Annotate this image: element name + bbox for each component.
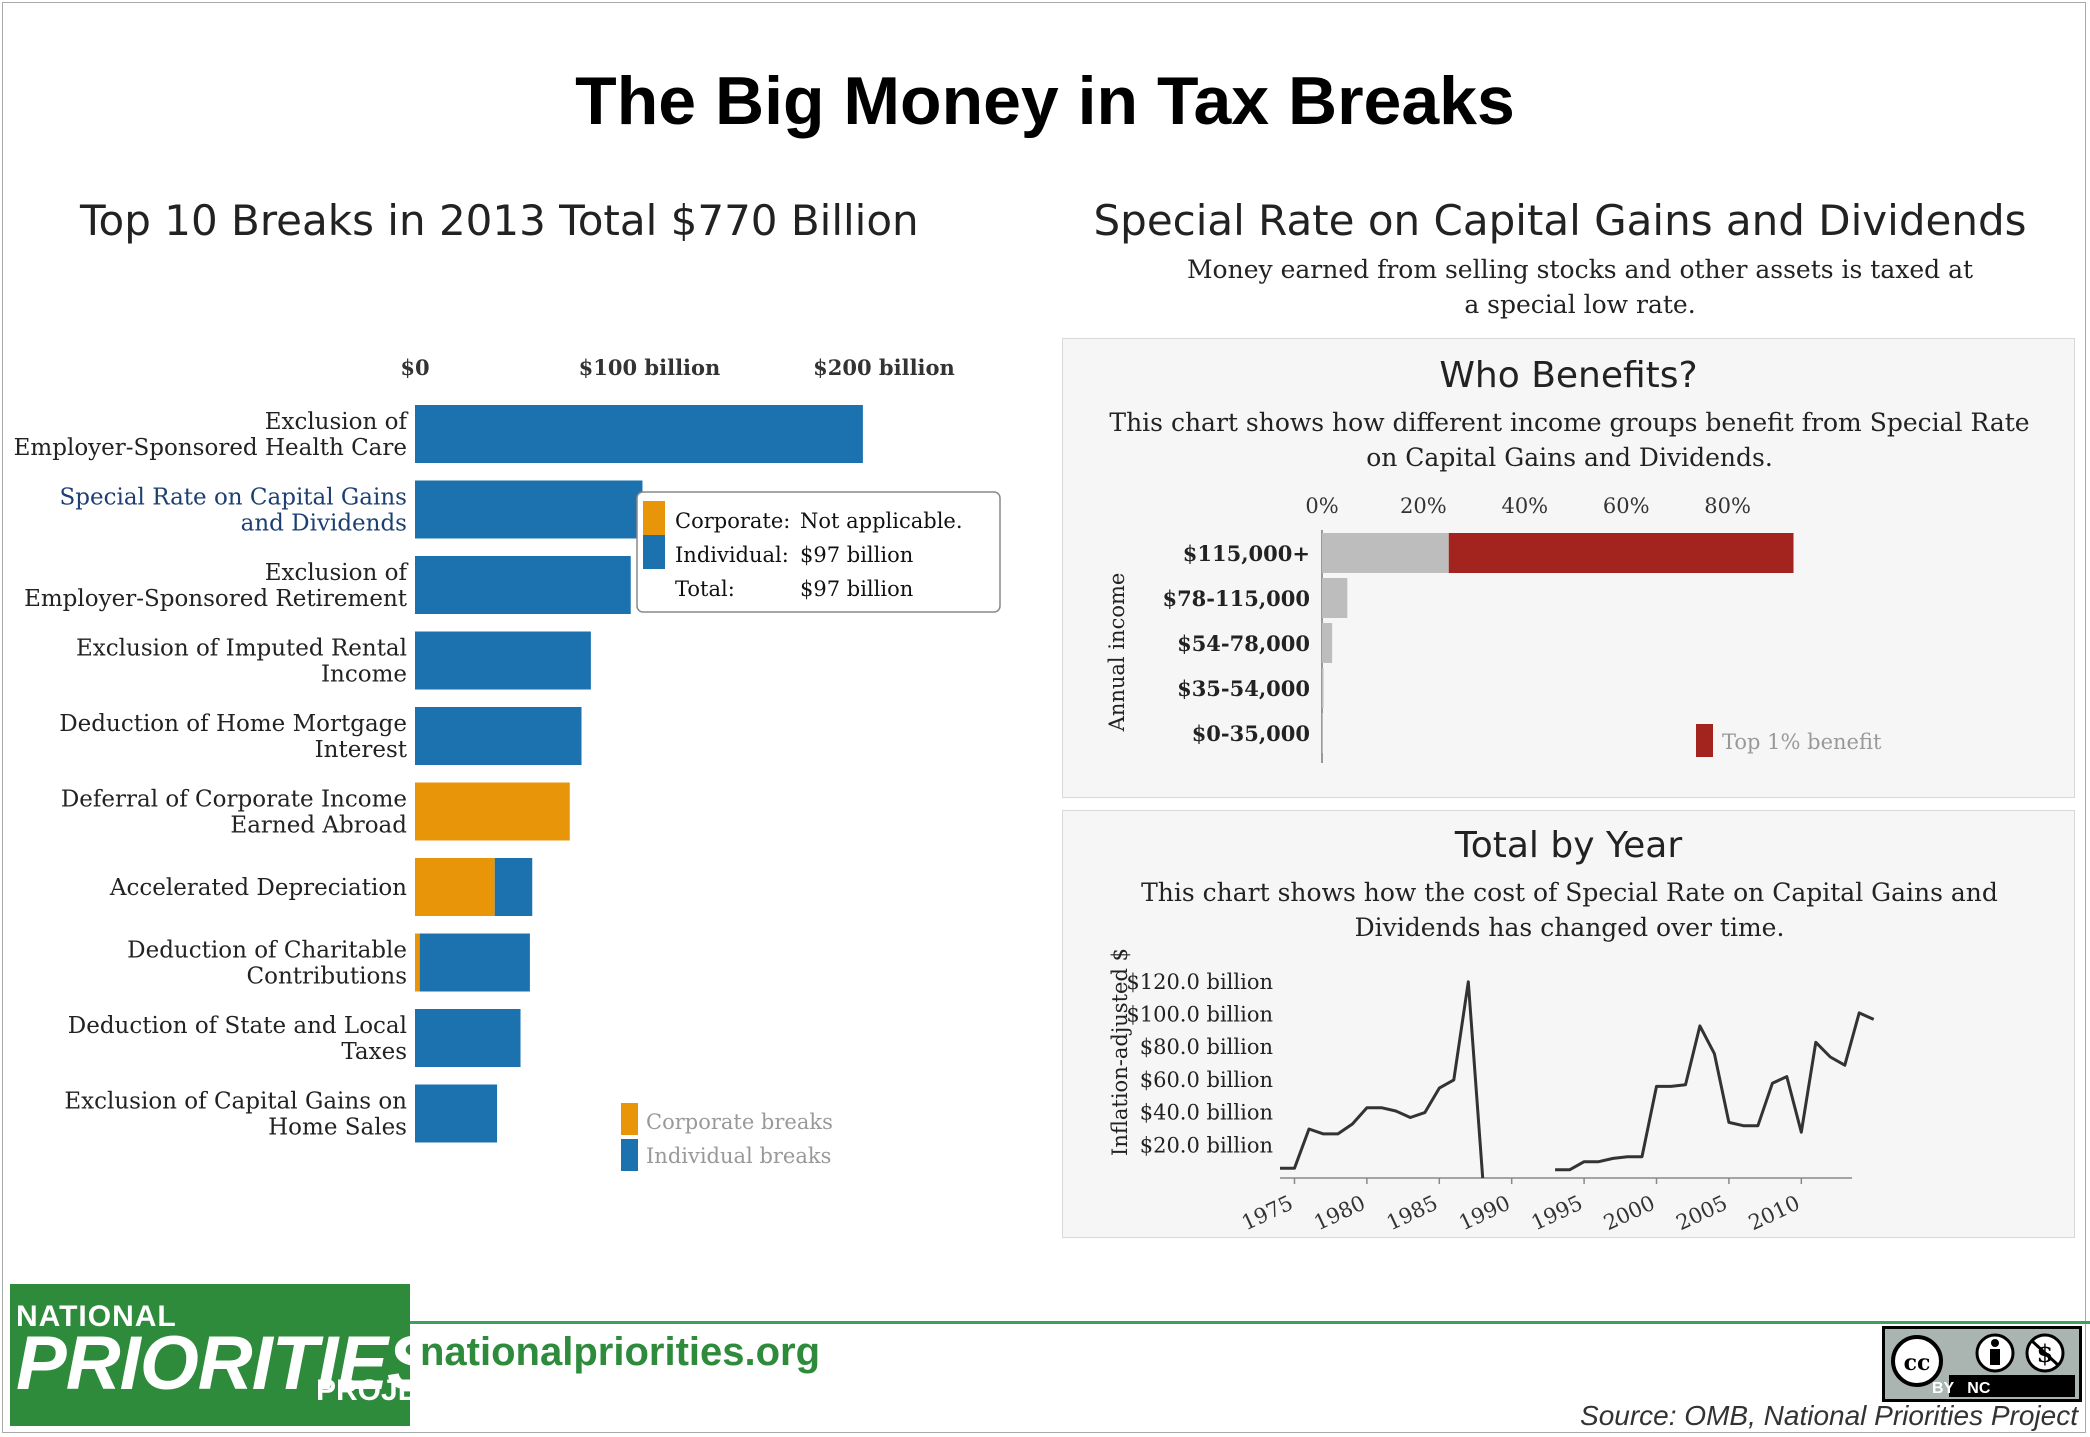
x-tick-label: $0 <box>400 355 429 380</box>
bar-individual <box>415 405 863 463</box>
bar-individual <box>415 556 631 614</box>
category-label: Accelerated Depreciation <box>109 875 407 901</box>
who-benefits-description: This chart shows how different income gr… <box>1109 408 2030 472</box>
category-label: Exclusion of <box>265 409 409 435</box>
legend-swatch-corporate <box>621 1103 638 1135</box>
total-by-year-panel: Total by Year This chart shows how the c… <box>1062 810 2075 1238</box>
category-label: Special Rate on Capital Gains <box>60 485 407 511</box>
legend-swatch-individual <box>621 1139 638 1171</box>
site-link[interactable]: nationalpriorities.org <box>420 1330 821 1374</box>
category-label: Taxes <box>341 1039 407 1065</box>
left-chart-title: Top 10 Breaks in 2013 Total $770 Billion <box>80 196 919 245</box>
category-label: Earned Abroad <box>230 813 407 839</box>
category-label: Interest <box>315 737 408 763</box>
bar-individual <box>415 1084 498 1143</box>
cc-license-text: BY NC <box>1932 1380 1991 1397</box>
bar-corporate <box>415 858 495 916</box>
tooltip-value: $97 billion <box>800 543 913 567</box>
tooltip-box <box>636 491 1001 613</box>
category-label: Deduction of Charitable <box>127 938 407 964</box>
tooltip-value: Not applicable. <box>800 509 963 533</box>
total-by-year-description: This chart shows how the cost of Special… <box>1141 878 1998 942</box>
bar-corporate <box>415 933 420 992</box>
bar-individual <box>419 933 530 992</box>
x-tick-label: $200 billion <box>813 355 955 380</box>
tooltip-swatch <box>643 501 665 535</box>
npp-logo-priorities: PRIORITIES <box>16 1321 438 1406</box>
npp-logo-national: NATIONAL <box>16 1300 177 1333</box>
tooltip-label: Corporate: <box>675 509 790 533</box>
x-tick-label: $100 billion <box>579 355 721 380</box>
right-section-subtitle: Money earned from selling stocks and oth… <box>1186 255 1974 319</box>
legend-label-individual: Individual breaks <box>646 1144 831 1168</box>
bar-individual <box>415 480 643 539</box>
npp-logo[interactable] <box>10 1284 410 1426</box>
right-section-title: Special Rate on Capital Gains and Divide… <box>1093 196 2027 245</box>
category-label: Income <box>321 662 407 688</box>
tooltip-label: Total: <box>675 577 735 601</box>
category-label: Deduction of Home Mortgage <box>59 711 407 737</box>
bar-corporate <box>415 782 570 841</box>
tooltip-value: $97 billion <box>800 577 913 601</box>
who-benefits-title: Who Benefits? <box>1439 355 1698 396</box>
svg-text:cc: cc <box>1904 1350 1931 1376</box>
who-benefits-panel: Who Benefits? This chart shows how diffe… <box>1062 338 2075 798</box>
category-label: and Dividends <box>241 511 407 537</box>
total-by-year-title: Total by Year <box>1454 825 1683 866</box>
page-title: The Big Money in Tax Breaks <box>575 63 1515 139</box>
category-label: Exclusion of <box>265 560 409 586</box>
category-label: Employer-Sponsored Retirement <box>24 586 408 612</box>
cc-license-badge[interactable]: cc $ <box>1882 1326 2082 1402</box>
category-label: Deduction of State and Local <box>68 1013 407 1039</box>
npp-logo-project: PROJECT <box>316 1374 458 1407</box>
source-note: Source: OMB, National Priorities Project <box>1580 1400 2078 1431</box>
bar-individual <box>415 1009 521 1067</box>
category-label: Exclusion of Imputed Rental <box>76 636 407 662</box>
bar-individual <box>494 858 533 916</box>
category-label: Contributions <box>247 964 407 990</box>
legend-label-corporate: Corporate breaks <box>646 1110 833 1134</box>
bar-individual <box>415 631 591 690</box>
category-label: Deferral of Corporate Income <box>61 787 407 813</box>
footer-divider <box>408 1321 2090 1324</box>
category-label: Exclusion of Capital Gains on <box>64 1089 407 1115</box>
category-label: Home Sales <box>268 1115 407 1141</box>
bar-individual <box>415 707 582 765</box>
tooltip-swatch <box>643 535 665 569</box>
tooltip-label: Individual: <box>675 543 789 567</box>
cc-icon <box>1891 1335 1943 1387</box>
category-label: Employer-Sponsored Health Care <box>14 435 407 461</box>
